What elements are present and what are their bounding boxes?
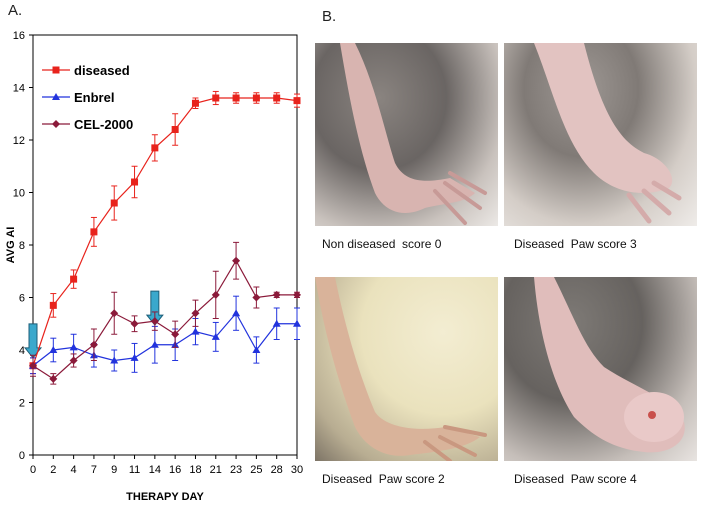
data-point (212, 94, 220, 102)
data-point (211, 290, 220, 299)
legend-label: CEL-2000 (74, 117, 133, 132)
y-tick-label: 12 (13, 135, 25, 147)
series-line (32, 312, 297, 367)
data-point (150, 317, 159, 326)
data-point (252, 94, 260, 102)
x-tick-label: 14 (149, 464, 161, 476)
data-point (69, 343, 78, 351)
x-axis-label: THERAPY DAY (126, 491, 204, 503)
x-tick-label: 30 (291, 464, 303, 476)
x-tick-label: 4 (71, 464, 77, 476)
data-point (293, 97, 301, 105)
data-point (171, 126, 179, 133)
panel-a-label: A. (8, 2, 23, 19)
x-tick-label: 16 (169, 464, 181, 476)
legend-marker (52, 66, 60, 74)
x-tick-label: 21 (210, 464, 222, 476)
mouse-paw-icon (340, 43, 487, 225)
caption-photo-4: Diseased Paw score 4 (514, 472, 637, 486)
data-point (252, 293, 261, 302)
series-layer (29, 90, 301, 385)
x-tick-label: 9 (111, 464, 117, 476)
series-line (32, 259, 297, 380)
data-point (70, 275, 78, 283)
y-tick-label: 0 (19, 450, 25, 462)
y-tick-label: 14 (13, 83, 25, 95)
axes: 0 2 4 6 8 10 12 14 16 0 2 4 7 9 11 14 16 18 21 23 25 28 30 (13, 30, 303, 476)
legend-label: diseased (74, 63, 130, 78)
mouse-paw-icon (534, 43, 682, 224)
data-point (49, 346, 58, 353)
data-point (130, 353, 139, 361)
data-point (191, 99, 199, 107)
photo-non-diseased (315, 43, 498, 226)
line-chart: 0 2 4 6 8 10 12 14 16 0 2 4 7 9 11 14 16 18 21 23 25 28 30 dis… (5, 30, 303, 503)
data-point (150, 340, 159, 348)
caption-photo-3: Diseased Paw score 2 (322, 472, 445, 486)
x-tick-label: 23 (230, 464, 242, 476)
plot-frame (32, 34, 298, 456)
legend: diseased Enbrel CEL-2000 (42, 63, 133, 132)
legend-marker (52, 120, 60, 128)
data-point (171, 330, 180, 339)
mouse-paw-icon (534, 277, 685, 453)
y-tick-label: 2 (19, 398, 25, 410)
data-point (252, 346, 261, 353)
legend-marker (52, 93, 60, 100)
data-point (49, 301, 57, 309)
data-point (110, 356, 119, 364)
x-tick-label: 2 (50, 464, 56, 476)
mouse-paw-icon (315, 277, 487, 461)
data-point (110, 199, 118, 207)
caption-photo-1: Non diseased score 0 (322, 237, 442, 251)
x-tick-label: 25 (250, 464, 262, 476)
data-point (232, 94, 240, 102)
data-point (49, 374, 58, 383)
x-tick-label: 11 (129, 464, 140, 476)
y-axis-label: AVG AI (5, 227, 17, 264)
photo-score-4 (504, 277, 697, 461)
legend-label: Enbrel (74, 90, 114, 105)
data-point (232, 256, 241, 265)
data-point (89, 340, 98, 349)
y-tick-label: 6 (19, 293, 25, 305)
photo-score-3 (504, 43, 697, 226)
data-point (191, 327, 200, 335)
data-point (151, 144, 159, 152)
y-tick-label: 4 (19, 345, 25, 357)
caption-photo-2: Diseased Paw score 3 (514, 237, 637, 251)
data-point (211, 332, 220, 340)
data-point (110, 309, 119, 318)
data-point (293, 290, 301, 299)
data-point (69, 356, 78, 365)
treatment-arrows (23, 290, 164, 359)
x-tick-label: 0 (30, 464, 36, 476)
y-tick-label: 10 (13, 188, 25, 200)
y-tick-label: 16 (13, 30, 25, 42)
treatment-arrow-day-14 (145, 290, 164, 326)
x-tick-label: 7 (91, 464, 97, 476)
data-point (293, 319, 301, 327)
data-point (191, 309, 200, 318)
data-point (272, 319, 281, 327)
x-tick-label: 18 (189, 464, 201, 476)
data-point (90, 228, 98, 236)
data-point (130, 319, 139, 328)
data-point (29, 361, 37, 370)
series-cel-2000 (29, 241, 301, 385)
panel-b-label: B. (322, 8, 337, 25)
y-tick-label: 8 (19, 240, 25, 252)
data-point (272, 290, 281, 299)
data-point (273, 94, 281, 102)
data-point (232, 309, 241, 317)
data-point (131, 178, 139, 186)
photo-score-2 (315, 277, 498, 461)
x-tick-label: 28 (271, 464, 283, 476)
